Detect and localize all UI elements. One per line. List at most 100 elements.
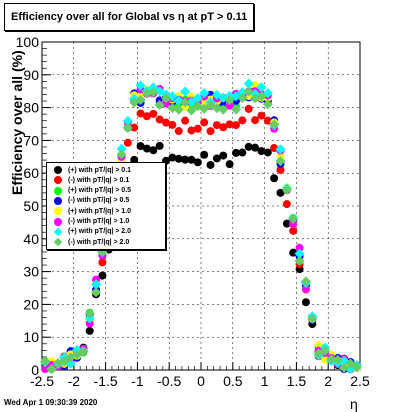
y-tick-label: 10 (23, 329, 39, 345)
x-tick-label: -2.5 (30, 373, 54, 389)
legend-marker (53, 227, 63, 237)
data-point (262, 99, 273, 110)
data-point (135, 80, 146, 91)
legend-label: (+) with pT/|q| > 2.0 (68, 228, 132, 236)
data-point (238, 148, 247, 157)
x-tick-label: -0.5 (157, 373, 181, 389)
legend-label: (+) with pT/|q| > 1.0 (68, 207, 132, 215)
data-point (130, 155, 139, 164)
data-point (345, 358, 356, 369)
data-point (91, 279, 102, 290)
data-point (257, 111, 266, 120)
legend-marker (54, 207, 62, 216)
data-point (320, 345, 331, 356)
data-point (187, 126, 196, 135)
data-point (59, 356, 70, 367)
data-point (301, 285, 310, 294)
data-point (224, 95, 235, 106)
legend-marker (54, 217, 62, 226)
data-point (237, 93, 248, 104)
date-stamp: Wed Apr 1 09:30:39 2020 (4, 398, 98, 407)
legend-marker (54, 186, 62, 195)
data-point (168, 120, 177, 129)
data-point (288, 213, 299, 224)
data-point (301, 298, 310, 307)
data-point (230, 104, 241, 115)
legend-label: (+) with pT/|q| > 0.1 (68, 166, 132, 174)
data-point (116, 143, 127, 154)
data-point (231, 121, 240, 130)
data-point (275, 156, 286, 167)
data-point (281, 184, 292, 195)
data-point (180, 97, 191, 108)
data-point (212, 154, 221, 163)
y-tick-label: 20 (23, 296, 39, 312)
data-point (41, 365, 50, 374)
data-point (282, 200, 291, 209)
data-point (192, 93, 203, 104)
y-tick-label: 50 (23, 198, 39, 214)
legend-label: (-) with pT/|q| > 0.1 (68, 176, 130, 184)
legend-marker (54, 196, 62, 205)
legend-label: (-) with pT/|q| > 0.5 (68, 197, 130, 205)
legend-entry: (-) with pT/|q| > 2.0 (47, 237, 129, 247)
data-point (326, 354, 337, 365)
data-point (46, 364, 57, 375)
data-point (162, 118, 171, 127)
x-axis-label: η (350, 396, 358, 412)
data-point (85, 326, 94, 335)
legend-marker (54, 166, 62, 174)
data-point (98, 258, 107, 267)
data-point (162, 99, 171, 108)
data-point (237, 87, 248, 98)
legend-marker (54, 176, 62, 185)
data-point (149, 109, 158, 118)
data-point (122, 122, 133, 133)
y-tick-label: 60 (23, 165, 39, 181)
data-point (332, 354, 343, 365)
data-point (294, 255, 305, 266)
data-point (289, 220, 298, 229)
data-point (206, 127, 215, 136)
x-tick-label: 2 (324, 373, 332, 389)
data-point (257, 147, 266, 156)
data-point (142, 112, 151, 121)
data-point (321, 355, 330, 364)
data-point (186, 96, 197, 107)
data-point (269, 119, 280, 130)
x-tick-label: -1.5 (94, 373, 118, 389)
data-point (276, 188, 285, 197)
data-point (282, 219, 291, 228)
data-point (351, 362, 362, 373)
data-point (251, 143, 260, 152)
data-point (256, 91, 267, 102)
data-point (85, 319, 94, 328)
data-point (200, 150, 209, 159)
data-point (212, 121, 221, 130)
data-point (339, 362, 350, 373)
data-point (123, 138, 132, 147)
legend-entry: (+) with pT/|q| > 0.5 (47, 186, 131, 196)
data-point (225, 101, 234, 110)
y-tick-label: 90 (23, 67, 39, 83)
data-point (219, 151, 228, 160)
legend: (+) with pT/|q| > 0.1 (-) with pT/|q| > 0… (46, 162, 166, 250)
data-point (180, 86, 191, 97)
data-point (276, 165, 285, 174)
y-tick-label: 70 (23, 132, 39, 148)
data-point (218, 104, 229, 115)
data-point (136, 109, 145, 118)
data-point (91, 287, 102, 298)
legend-label: (+) with pT/|q| > 0.5 (68, 187, 132, 195)
data-point (300, 276, 311, 287)
data-point (275, 144, 286, 155)
data-point (200, 118, 209, 127)
legend-entry: (+) with pT/|q| > 1.0 (47, 206, 131, 216)
data-point (148, 87, 159, 98)
data-point (142, 144, 151, 153)
legend-marker (53, 237, 63, 247)
data-point (168, 153, 177, 162)
legend-entry: (+) with pT/|q| > 2.0 (47, 227, 131, 237)
data-point (225, 160, 234, 169)
